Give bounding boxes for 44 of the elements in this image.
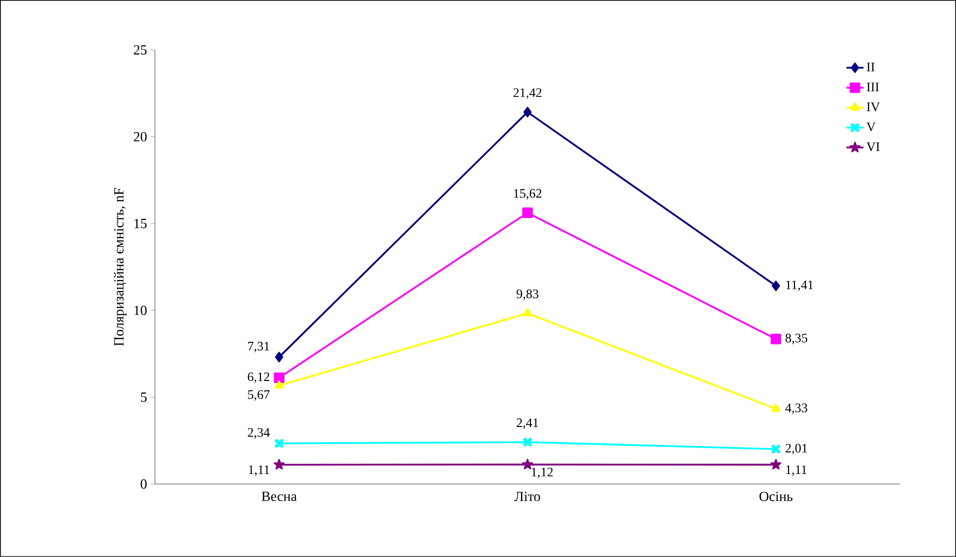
data-label: 1,11	[248, 465, 270, 476]
point	[274, 459, 285, 470]
legend-label: II	[866, 62, 875, 72]
data-label: 11,41	[786, 280, 813, 292]
legend-label: VI	[866, 142, 880, 152]
point	[275, 352, 284, 362]
data-label: 8,35	[786, 334, 808, 344]
data-label: 6,12	[248, 372, 270, 384]
x-tick-label: Літо	[514, 492, 540, 502]
y-axis-title: Поляризаційна ємність, nF	[114, 188, 126, 346]
legend-label: III	[866, 82, 879, 92]
point	[772, 280, 780, 292]
x-tick-label: Осінь	[760, 492, 792, 502]
y-tick-label: 10	[134, 306, 147, 316]
point	[522, 458, 534, 470]
data-label: 7,31	[248, 342, 270, 352]
point	[522, 308, 532, 316]
point	[522, 208, 533, 218]
data-label: 2,41	[516, 418, 538, 430]
data-label: 1,12	[532, 468, 553, 478]
y-tick-label: 20	[134, 132, 147, 142]
data-label: 21,42	[514, 88, 542, 99]
point	[523, 106, 532, 118]
legend-label: IV	[866, 102, 880, 112]
data-label: 5,67	[248, 390, 270, 401]
data-label: 15,62	[514, 189, 542, 200]
point	[771, 444, 780, 454]
data-label: 9,83	[516, 290, 538, 300]
point	[274, 380, 284, 389]
data-label: 4,33	[785, 404, 808, 414]
x-tick-label: Весна	[262, 492, 297, 502]
legend-label: V	[866, 122, 876, 132]
point	[523, 438, 532, 447]
data-label: 1,11	[786, 465, 806, 476]
point	[770, 334, 782, 344]
y-tick-label: 0	[140, 479, 147, 489]
y-tick-label: 15	[134, 218, 147, 228]
point	[274, 372, 284, 384]
y-tick-label: 5	[141, 392, 147, 402]
point	[770, 459, 782, 470]
point	[771, 404, 781, 412]
y-tick-label: 25	[134, 45, 147, 55]
data-label: 2,01	[786, 444, 807, 454]
data-label: 2,34	[248, 428, 270, 439]
